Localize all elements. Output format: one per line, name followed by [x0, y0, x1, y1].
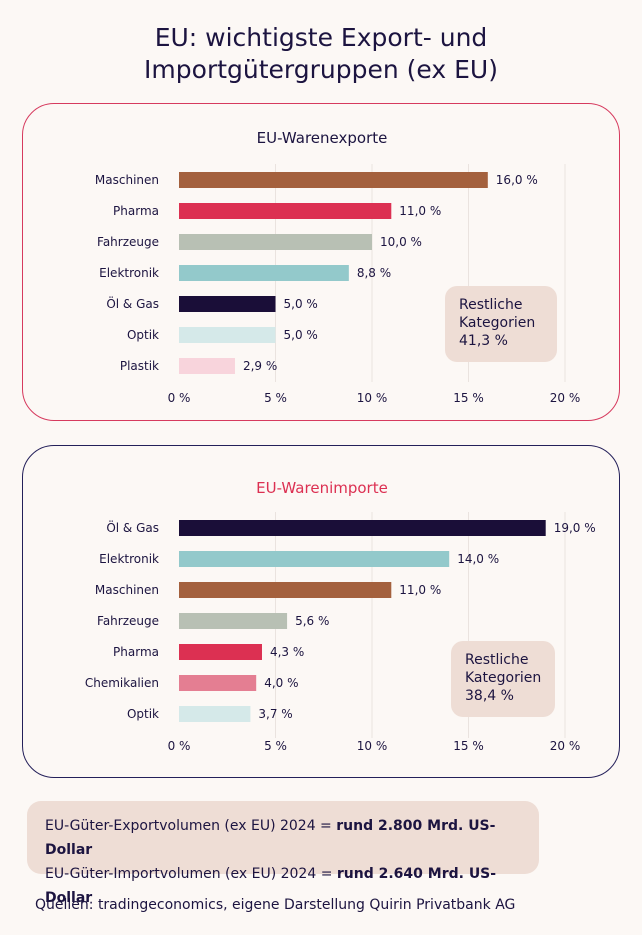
import-x-tick-label: 5 %: [264, 739, 287, 753]
import-x-tick-label: 20 %: [550, 739, 581, 753]
trade-volume-box: EU-Güter-Exportvolumen (ex EU) 2024 = ru…: [27, 801, 539, 906]
export-x-tick-label: 10 %: [357, 391, 388, 405]
import-chart: EU-Warenimporte 0 % 5 % 10 % 15 % 20 % Öl & Ga…: [85, 479, 596, 753]
import-chart-title: EU-Warenimporte: [256, 479, 388, 497]
export-category-label: Elektronik: [99, 266, 159, 280]
export-value-label: 5,0 %: [284, 297, 318, 311]
import-bar: [179, 644, 262, 660]
import-volume-line: EU-Güter-Importvolumen (ex EU) 2024 = ru…: [45, 862, 539, 910]
export-value-label: 10,0 %: [380, 235, 422, 249]
import-bar: [179, 675, 257, 691]
export-x-tick-label: 0 %: [168, 391, 191, 405]
import-value-label: 4,3 %: [270, 645, 304, 659]
export-rest-line-2: Kategorien: [459, 315, 536, 331]
export-volume-prefix: EU-Güter-Exportvolumen (ex EU) 2024 =: [45, 818, 337, 834]
source-note: Quellen: tradingeconomics, eigene Darste…: [35, 897, 516, 913]
export-category-label: Maschinen: [95, 173, 159, 187]
import-value-label: 14,0 %: [457, 552, 499, 566]
title-line-1: EU: wichtigste Export- und: [154, 23, 488, 52]
export-category-label: Plastik: [120, 359, 159, 373]
export-value-label: 2,9 %: [243, 359, 277, 373]
import-x-tick-label: 15 %: [453, 739, 484, 753]
export-value-label: 11,0 %: [399, 204, 441, 218]
import-category-label: Elektronik: [99, 552, 159, 566]
import-category-label: Pharma: [113, 645, 159, 659]
import-x-tick-label: 10 %: [357, 739, 388, 753]
export-chart-title: EU-Warenexporte: [257, 129, 388, 147]
export-category-label: Öl & Gas: [106, 295, 159, 311]
import-rest-categories-box: Restliche Kategorien 38,4 %: [451, 641, 555, 717]
export-bar: [179, 234, 372, 250]
import-category-label: Optik: [127, 707, 159, 721]
export-bar: [179, 296, 276, 312]
export-bar: [179, 172, 488, 188]
page-title: EU: wichtigste Export- und Importgütergr…: [0, 22, 642, 86]
export-category-label: Fahrzeuge: [97, 235, 159, 249]
export-volume-value: rund 2.800 Mrd. US-Dollar: [45, 818, 496, 858]
import-x-tick-label: 0 %: [168, 739, 191, 753]
import-bar: [179, 520, 546, 536]
import-volume-prefix: EU-Güter-Importvolumen (ex EU) 2024 =: [45, 866, 337, 882]
import-rest-line-1: Restliche: [465, 652, 529, 668]
export-value-label: 5,0 %: [284, 328, 318, 342]
import-value-label: 19,0 %: [554, 521, 596, 535]
import-value-label: 3,7 %: [258, 707, 292, 721]
export-chart-panel: EU-Warenexporte 0 % 5 % 10 % 15 % 20 % Maschin…: [22, 103, 620, 421]
export-volume-line: EU-Güter-Exportvolumen (ex EU) 2024 = ru…: [45, 814, 539, 862]
export-rest-categories-box: Restliche Kategorien 41,3 %: [445, 286, 557, 362]
import-rest-line-3: 38,4 %: [465, 688, 514, 704]
import-value-label: 5,6 %: [295, 614, 329, 628]
export-value-label: 8,8 %: [357, 266, 391, 280]
import-bar: [179, 551, 450, 567]
import-category-label: Öl & Gas: [106, 519, 159, 535]
import-value-label: 4,0 %: [264, 676, 298, 690]
export-chart: EU-Warenexporte 0 % 5 % 10 % 15 % 20 % Maschin…: [95, 129, 581, 405]
export-rest-line-3: 41,3 %: [459, 333, 508, 349]
title-line-2: Importgütergruppen (ex EU): [144, 55, 498, 84]
import-category-label: Fahrzeuge: [97, 614, 159, 628]
export-value-label: 16,0 %: [496, 173, 538, 187]
export-x-tick-label: 15 %: [453, 391, 484, 405]
import-chart-panel: EU-Warenimporte 0 % 5 % 10 % 15 % 20 % Öl & Ga…: [22, 445, 620, 778]
export-bar: [179, 265, 349, 281]
export-x-tick-label: 5 %: [264, 391, 287, 405]
import-rest-line-2: Kategorien: [465, 670, 542, 686]
export-bar: [179, 327, 276, 343]
import-bar: [179, 582, 392, 598]
import-category-label: Maschinen: [95, 583, 159, 597]
import-value-label: 11,0 %: [399, 583, 441, 597]
export-x-tick-label: 20 %: [550, 391, 581, 405]
export-rest-line-1: Restliche: [459, 297, 523, 313]
import-bar: [179, 706, 251, 722]
import-bar: [179, 613, 288, 629]
export-bar: [179, 203, 392, 219]
export-category-label: Pharma: [113, 204, 159, 218]
import-volume-value: rund 2.640 Mrd. US-Dollar: [45, 866, 497, 906]
export-category-label: Optik: [127, 328, 159, 342]
import-category-label: Chemikalien: [85, 676, 159, 690]
export-bar: [179, 358, 235, 374]
